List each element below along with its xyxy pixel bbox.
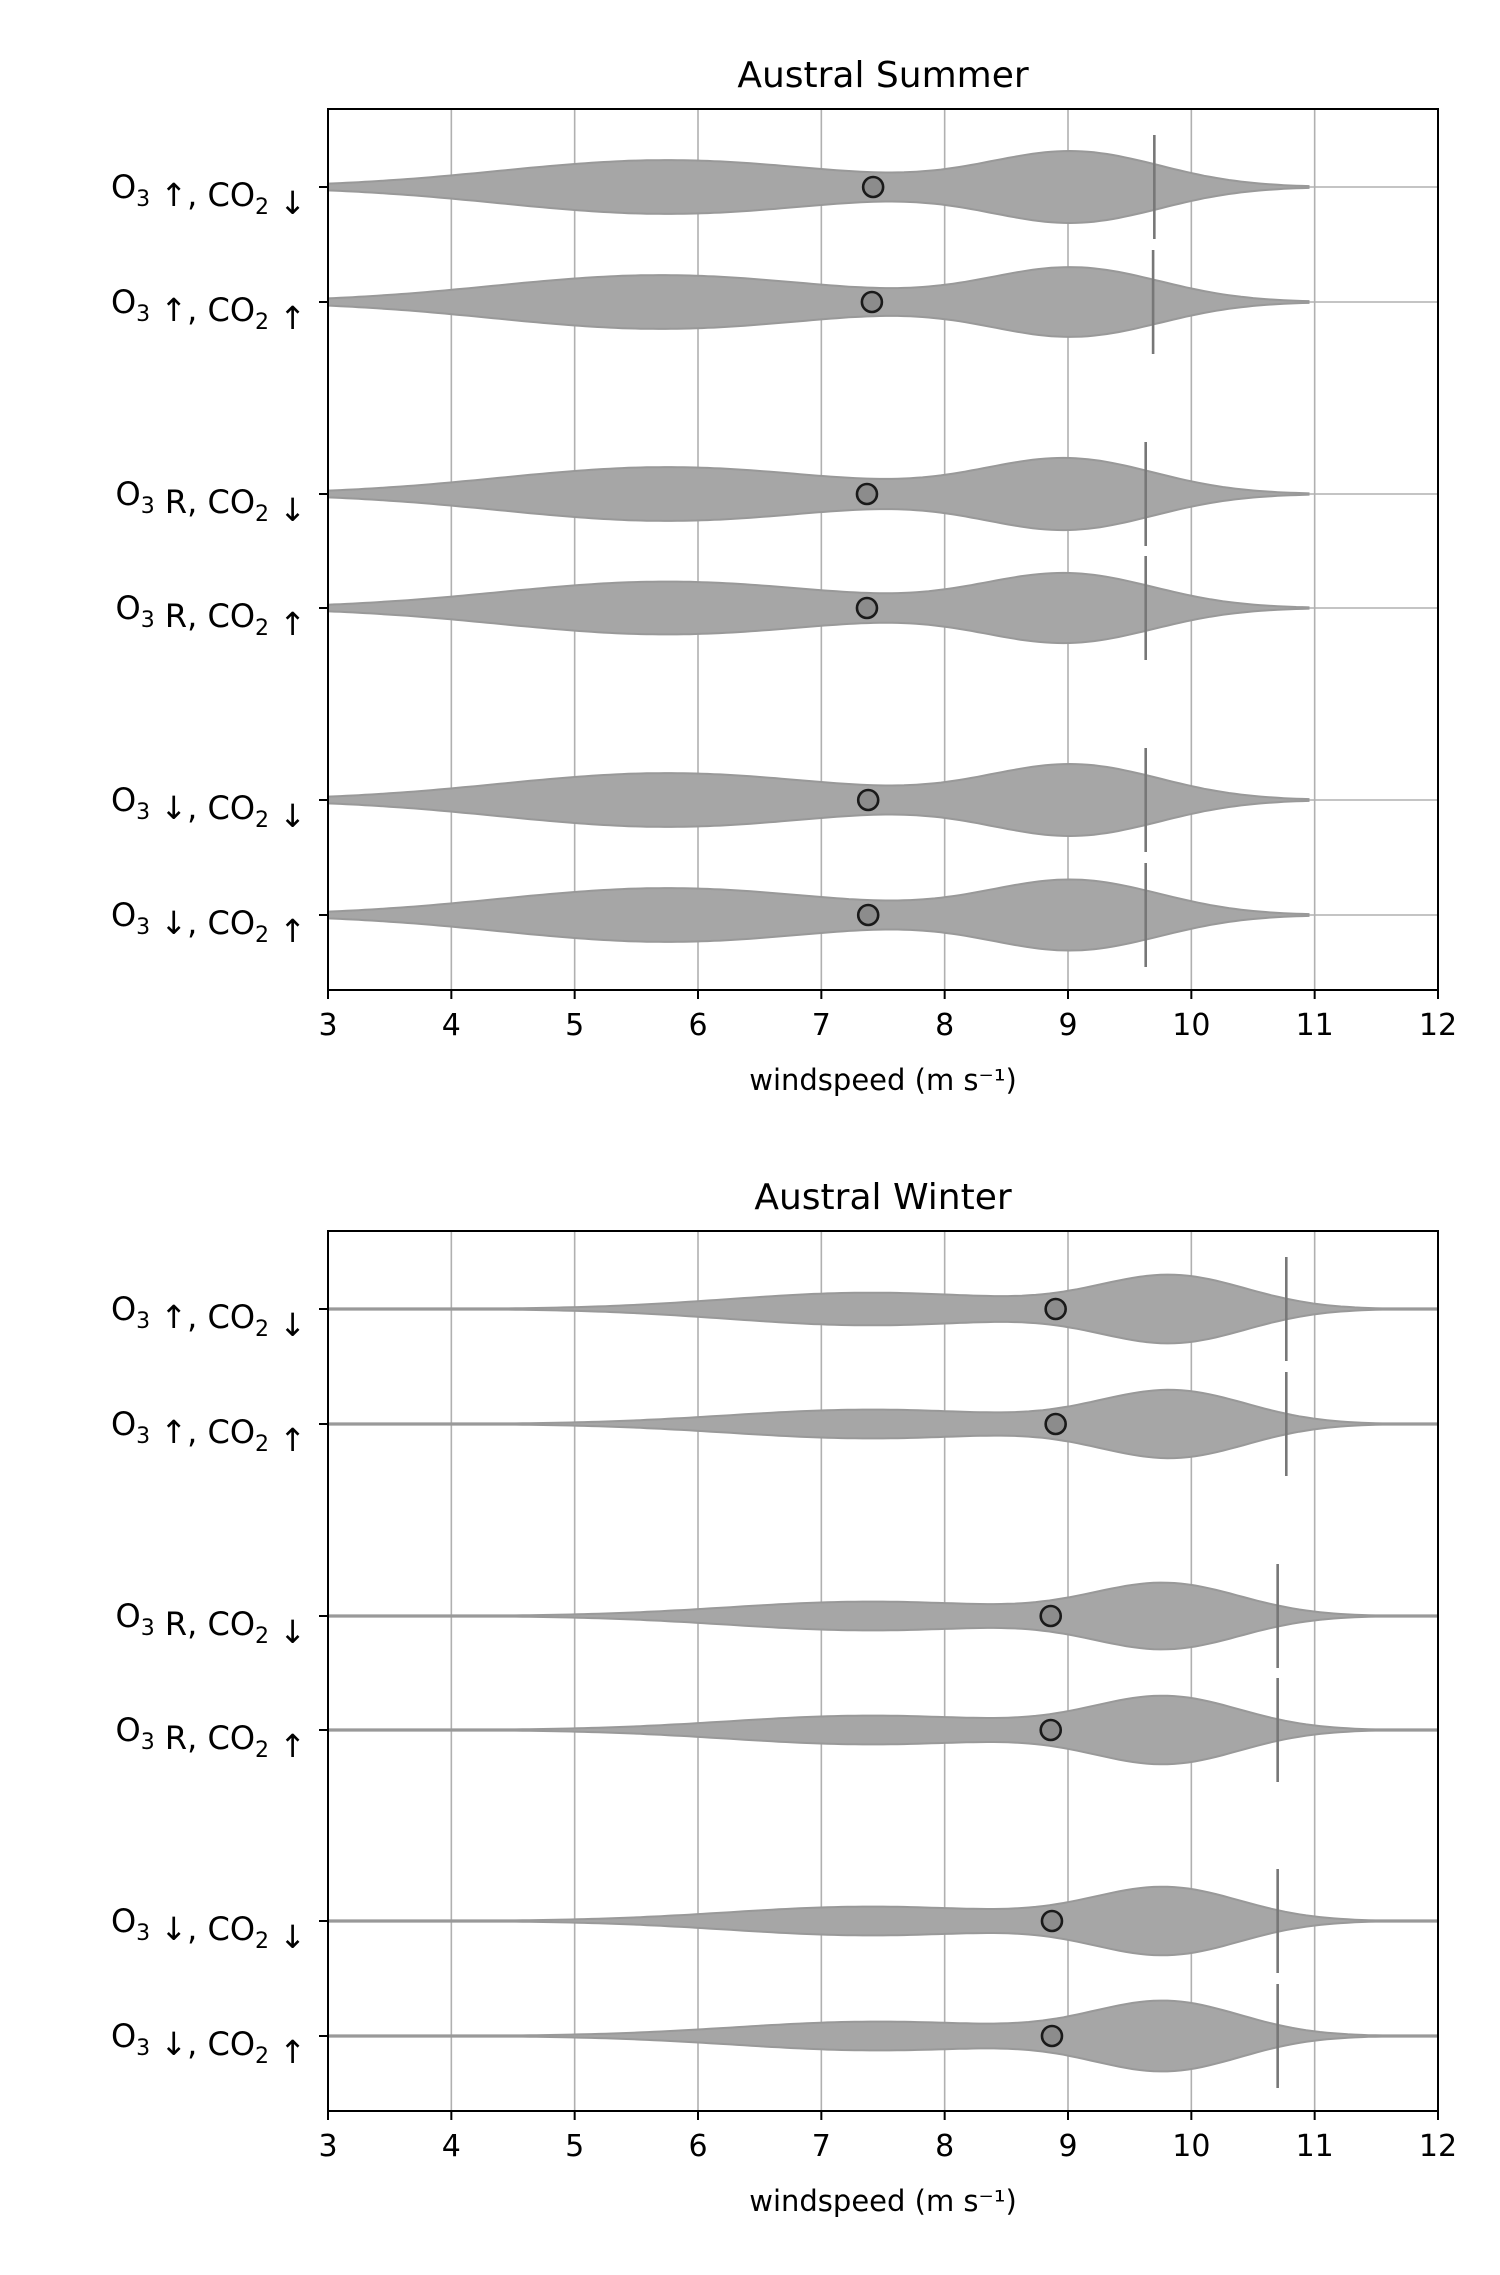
category-label: O3 R, CO2 ↓ (116, 475, 306, 529)
category-label: O3 ↑, CO2 ↓ (111, 1290, 306, 1344)
x-tick-label: 10 (1172, 2129, 1210, 2164)
mean-marker (860, 290, 884, 314)
category-label: O3 R, CO2 ↑ (116, 589, 306, 643)
x-tick-label: 12 (1419, 1008, 1457, 1043)
mean-marker (1040, 2024, 1064, 2048)
mean-marker (1044, 1412, 1067, 1436)
x-tick-label: 4 (442, 1008, 461, 1043)
category-label: O3 ↑, CO2 ↑ (111, 283, 306, 337)
violin-body (327, 1999, 1439, 2073)
x-tick-label: 11 (1296, 1008, 1334, 1043)
x-tick-label: 12 (1419, 2129, 1457, 2164)
violins (327, 1257, 1439, 2088)
violin-body (327, 1694, 1439, 1766)
grid (327, 109, 1439, 990)
violin-body (327, 571, 1310, 645)
x-tick-label: 11 (1296, 2129, 1334, 2164)
mean-marker (856, 788, 880, 812)
x-tick-label: 3 (318, 2129, 337, 2164)
axes-frame (327, 108, 1439, 991)
category-label: O3 ↓, CO2 ↓ (111, 781, 306, 835)
x-tick-label: 10 (1172, 1008, 1210, 1043)
category-label: O3 ↓, CO2 ↓ (111, 1902, 306, 1956)
violin-body (327, 266, 1310, 338)
violin-body (327, 1273, 1439, 1345)
violin-body (327, 762, 1310, 838)
violin-body (327, 1581, 1439, 1651)
category-label: O3 ↓, CO2 ↑ (111, 2017, 306, 2071)
x-tick-label: 8 (935, 2129, 954, 2164)
x-tick-label: 3 (318, 1008, 337, 1043)
mean-marker (861, 175, 885, 199)
axes-frame (327, 1230, 1439, 2112)
category-label: O3 R, CO2 ↑ (116, 1711, 306, 1765)
x-tick-label: 9 (1058, 1008, 1077, 1043)
x-tick-label: 5 (565, 1008, 584, 1043)
x-tick-label: 7 (812, 1008, 831, 1043)
panel-austral-winter: Austral Winter 3 4 5 6 7 8 9 10 11 12 O3 ↑, CO2 ↓… (111, 1177, 1457, 2218)
x-axis-label: windspeed (m s⁻¹) (749, 1063, 1017, 1097)
category-label: O3 R, CO2 ↓ (116, 1597, 306, 1651)
violins (327, 135, 1310, 967)
x-tick-label: 8 (935, 1008, 954, 1043)
violin-body (327, 149, 1310, 225)
x-axis-label: windspeed (m s⁻¹) (749, 2184, 1017, 2218)
category-label: O3 ↑, CO2 ↓ (111, 168, 306, 222)
panel-title: Austral Winter (754, 1177, 1012, 1218)
violin-body (327, 1388, 1439, 1460)
category-labels: O3 ↑, CO2 ↓ O3 ↑, CO2 ↑ O3 R, CO2 ↓ O3 R, C… (111, 1290, 306, 2071)
x-tick-label: 6 (688, 1008, 707, 1043)
mean-marker (855, 482, 879, 506)
x-tick-label: 7 (812, 2129, 831, 2164)
ticks: 3 4 5 6 7 8 9 10 11 12 (318, 186, 1457, 1043)
grid (327, 1231, 1439, 2111)
mean-marker (1039, 1604, 1063, 1628)
category-label: O3 ↓, CO2 ↑ (111, 896, 306, 950)
category-labels: O3 ↑, CO2 ↓ O3 ↑, CO2 ↑ O3 R, CO2 ↓ O3 R, C… (111, 168, 306, 950)
mean-marker (1044, 1297, 1067, 1321)
violin-body (327, 456, 1310, 532)
violin-body (327, 878, 1310, 952)
panel-title: Austral Summer (737, 55, 1029, 96)
mean-marker (1039, 1718, 1063, 1742)
mean-marker (856, 903, 880, 927)
ticks: 3 4 5 6 7 8 9 10 11 12 (318, 1308, 1457, 2164)
violin-body (327, 1885, 1439, 1957)
x-tick-label: 9 (1058, 2129, 1077, 2164)
mean-marker (855, 596, 879, 620)
category-label: O3 ↑, CO2 ↑ (111, 1405, 306, 1459)
panel-austral-summer: Austral Summer 3 4 5 6 7 8 9 10 11 12 O3 ↑, CO2 ↓… (111, 55, 1457, 1097)
x-tick-label: 4 (442, 2129, 461, 2164)
x-tick-label: 5 (565, 2129, 584, 2164)
mean-marker (1040, 1909, 1064, 1933)
x-tick-label: 6 (688, 2129, 707, 2164)
